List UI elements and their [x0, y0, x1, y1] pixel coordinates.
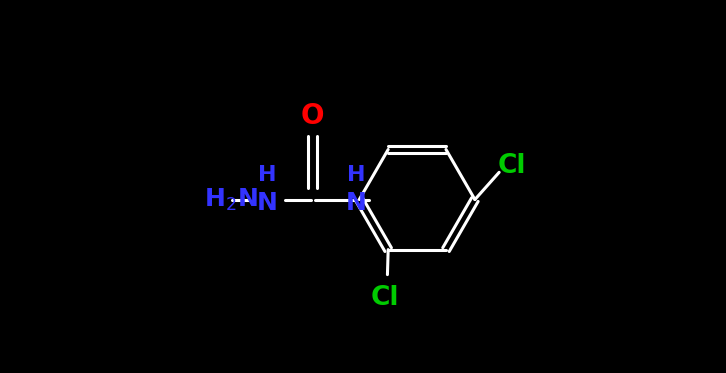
Text: Cl: Cl — [370, 285, 399, 311]
Text: N: N — [257, 191, 277, 215]
Text: H: H — [348, 165, 366, 185]
Text: O: O — [301, 101, 325, 130]
Text: Cl: Cl — [498, 153, 526, 179]
Text: H$_2$N: H$_2$N — [205, 186, 258, 213]
Text: N: N — [346, 191, 367, 215]
Text: H: H — [258, 165, 277, 185]
